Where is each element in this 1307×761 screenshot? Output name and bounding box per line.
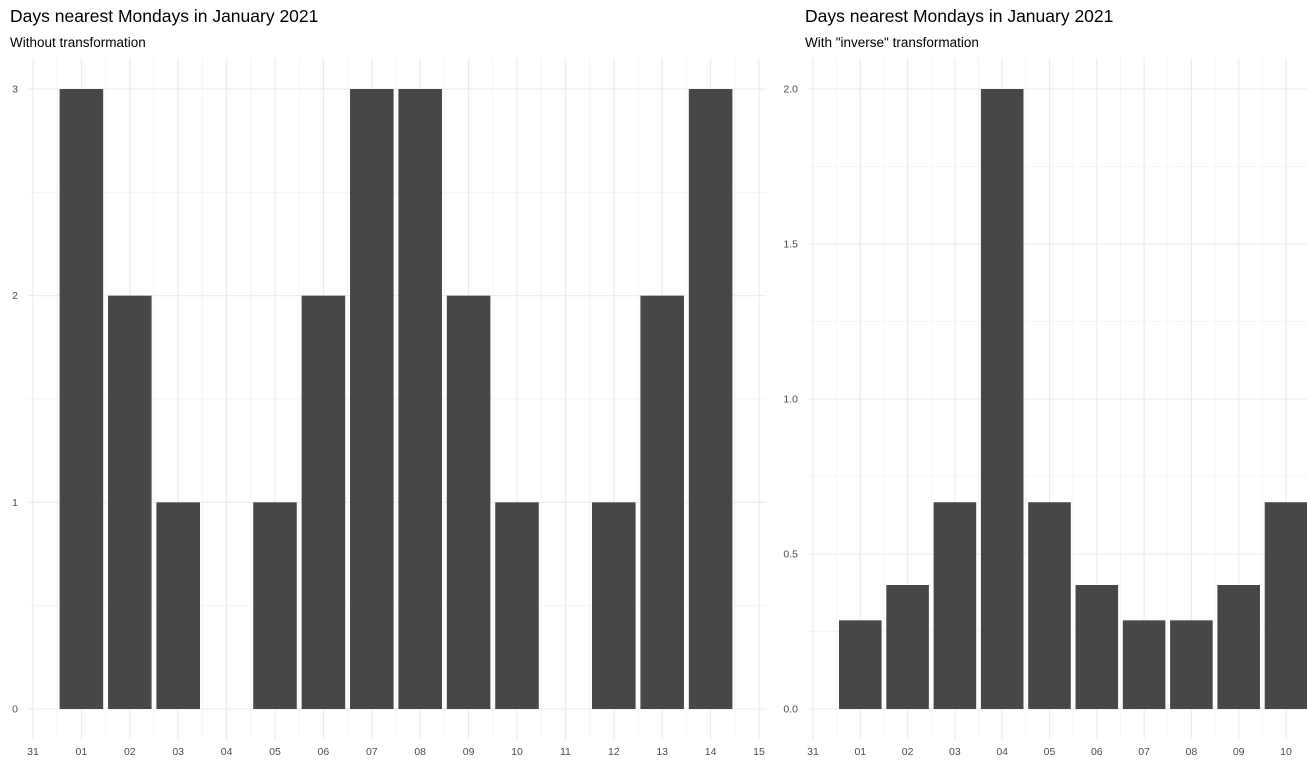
bar-01 <box>839 620 882 709</box>
bar-03 <box>933 502 977 709</box>
y-tick-label: 0.5 <box>783 549 798 561</box>
bar-07 <box>350 89 394 709</box>
x-tick-label: 04 <box>221 746 233 758</box>
bar-10 <box>495 502 539 709</box>
bar-02 <box>886 585 929 709</box>
x-tick-label: 05 <box>269 746 281 758</box>
bar-03 <box>156 502 200 709</box>
bar-02 <box>108 295 152 709</box>
x-tick-label: 07 <box>366 746 378 758</box>
x-tick-label: 01 <box>854 746 866 758</box>
chart-title: Days nearest Mondays in January 2021 <box>10 6 319 26</box>
bar-13 <box>640 295 684 709</box>
x-tick-label: 09 <box>1233 746 1245 758</box>
x-tick-label: 05 <box>1044 746 1056 758</box>
x-tick-label: 03 <box>172 746 184 758</box>
bar-01 <box>59 89 104 709</box>
bars <box>839 89 1307 709</box>
chart-panel-without-transformation: Days nearest Mondays in January 2021 Wit… <box>10 6 766 758</box>
bar-10 <box>1264 502 1307 709</box>
bar-05 <box>253 502 297 709</box>
x-tick-label: 02 <box>124 746 136 758</box>
chart-panel-inverse-transformation: Days nearest Mondays in January 2021 Wit… <box>770 0 1307 761</box>
x-tick-label: 13 <box>656 746 668 758</box>
bar-chart-inverse-transformation: 0.0 0.5 1.0 1.5 2.0 31 01 02 03 04 05 06 07 08 09 10 <box>783 58 1307 758</box>
y-tick-label: 1.0 <box>783 394 798 406</box>
x-tick-label: 12 <box>608 746 620 758</box>
x-tick-label: 02 <box>902 746 914 758</box>
chart-subtitle: With "inverse" transformation <box>805 35 979 50</box>
chart-title: Days nearest Mondays in January 2021 <box>805 6 1114 26</box>
x-tick-label: 08 <box>414 746 426 758</box>
bar-06 <box>301 295 346 709</box>
bar-08 <box>1170 620 1213 709</box>
x-tick-label: 08 <box>1186 746 1198 758</box>
y-tick-label: 2.0 <box>783 84 798 96</box>
y-tick-label: 0 <box>12 704 18 716</box>
y-tick-label: 3 <box>12 84 18 96</box>
bar-06 <box>1075 585 1119 709</box>
bar-09 <box>446 295 491 709</box>
x-tick-label: 03 <box>949 746 961 758</box>
bar-08 <box>398 89 442 709</box>
bar-04 <box>980 89 1024 709</box>
x-tick-label: 10 <box>511 746 523 758</box>
bar-14 <box>688 89 733 709</box>
y-tick-label: 1.5 <box>783 239 798 251</box>
bar-05 <box>1028 502 1071 709</box>
x-tick-label: 11 <box>560 746 571 758</box>
x-tick-label: 14 <box>705 746 717 758</box>
bar-12 <box>592 502 636 709</box>
chart-subtitle: Without transformation <box>10 35 146 50</box>
x-tick-label: 06 <box>1091 746 1103 758</box>
x-tick-label: 07 <box>1138 746 1150 758</box>
bar-07 <box>1122 620 1166 709</box>
x-tick-label: 15 <box>753 746 765 758</box>
x-tick-label: 31 <box>807 746 819 758</box>
y-tick-label: 2 <box>12 290 18 302</box>
x-tick-label: 31 <box>27 746 39 758</box>
x-tick-label: 10 <box>1280 746 1292 758</box>
x-tick-label: 09 <box>463 746 475 758</box>
y-tick-label: 1 <box>12 497 18 509</box>
bar-09 <box>1217 585 1260 709</box>
x-tick-label: 04 <box>996 746 1008 758</box>
bars <box>59 89 733 709</box>
y-tick-label: 0.0 <box>783 704 798 716</box>
x-tick-label: 06 <box>318 746 330 758</box>
x-tick-label: 01 <box>76 746 88 758</box>
